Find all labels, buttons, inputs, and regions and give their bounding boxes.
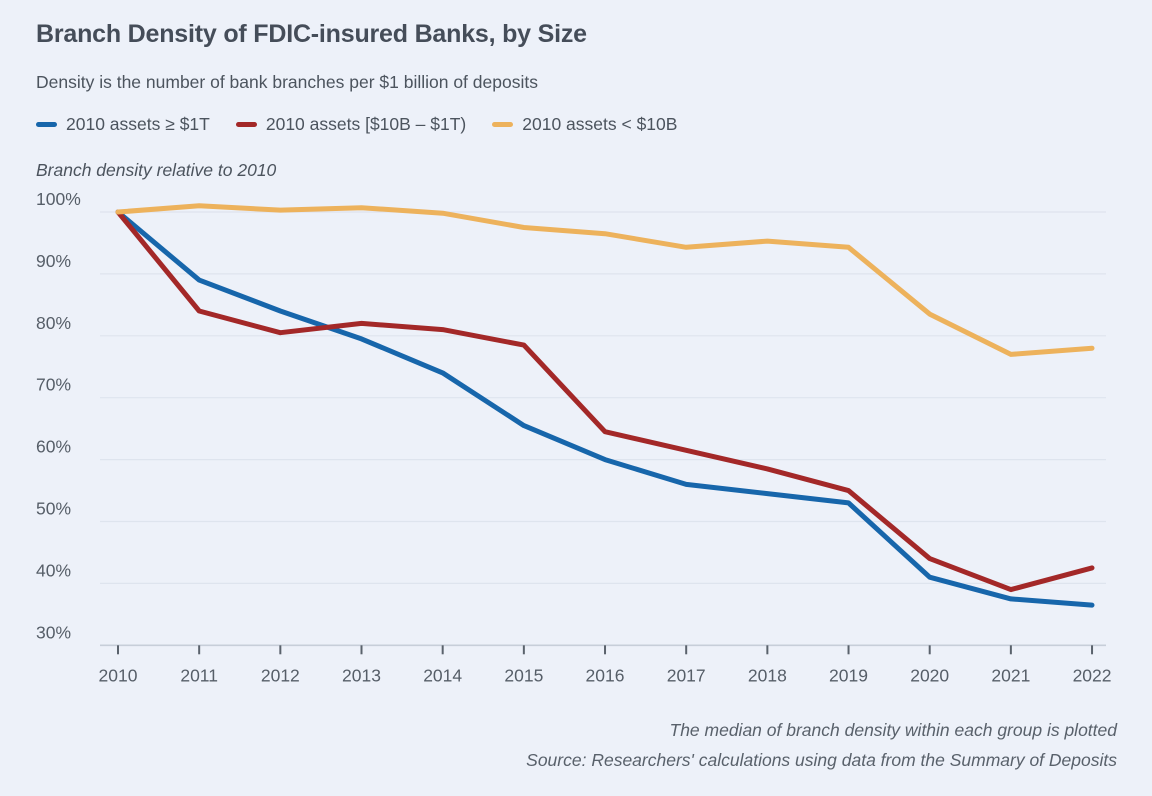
- legend-item-2: 2010 assets < $10B: [492, 114, 677, 135]
- x-tick-label: 2022: [1073, 665, 1112, 685]
- legend-swatch-icon: [492, 122, 514, 127]
- chart-line-series-1: [115, 209, 1095, 593]
- footnote-source: Source: Researchers' calculations using …: [526, 750, 1117, 770]
- x-tick-label: 2010: [99, 665, 138, 685]
- y-tick-label: 50%: [36, 499, 71, 519]
- footnote-median: The median of branch density within each…: [669, 720, 1118, 740]
- legend-swatch-icon: [36, 122, 57, 127]
- y-tick-label: 30%: [36, 622, 71, 642]
- legend-label: 2010 assets < $10B: [522, 114, 678, 134]
- legend: 2010 assets ≥ $1T 2010 assets [$10B – $1T…: [36, 114, 677, 135]
- chart-line-series-2: [115, 203, 1095, 357]
- y-tick-label: 60%: [36, 437, 71, 457]
- y-tick-label: 90%: [36, 251, 71, 271]
- x-tick-label: 2014: [423, 665, 462, 685]
- x-tick-label: 2012: [261, 665, 300, 685]
- x-tick-label: 2017: [667, 665, 706, 685]
- legend-swatch-icon: [235, 122, 257, 127]
- x-tick-label: 2021: [991, 665, 1030, 685]
- x-tick-label: 2018: [748, 665, 787, 685]
- x-tick-label: 2016: [586, 665, 625, 685]
- legend-label: 2010 assets [$10B – $1T): [265, 114, 467, 134]
- chart-subtitle: Density is the number of bank branches p…: [36, 72, 538, 92]
- x-tick-label: 2020: [910, 665, 949, 685]
- y-tick-label: 80%: [36, 313, 71, 333]
- legend-item-1: 2010 assets [$10B – $1T): [235, 114, 467, 135]
- legend-label: 2010 assets ≥ $1T: [66, 114, 210, 134]
- x-tick-label: 2019: [829, 665, 868, 685]
- x-tick-label: 2013: [342, 665, 381, 685]
- chart-line-series-0: [115, 209, 1095, 608]
- chart-title: Branch Density of FDIC-insured Banks, by…: [36, 20, 587, 48]
- x-tick-label: 2015: [504, 665, 543, 685]
- y-tick-label: 70%: [36, 375, 71, 395]
- y-tick-label: 40%: [36, 560, 71, 580]
- legend-item-0: 2010 assets ≥ $1T: [36, 114, 210, 135]
- chart-footnotes: The median of branch density within each…: [526, 715, 1117, 775]
- y-tick-label: 100%: [36, 189, 81, 209]
- y-axis-title: Branch density relative to 2010: [36, 160, 277, 180]
- x-tick-label: 2011: [180, 665, 218, 685]
